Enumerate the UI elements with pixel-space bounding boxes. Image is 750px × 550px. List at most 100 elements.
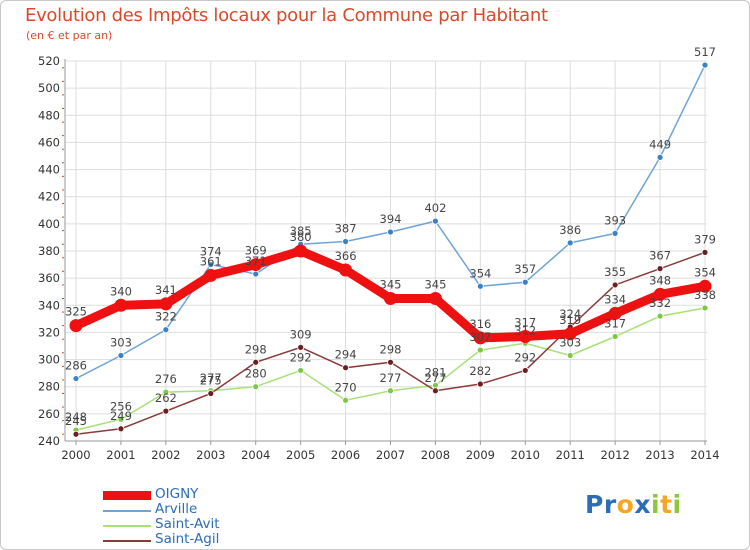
data-point-arville [611,229,619,237]
data-point-oigny [114,298,128,312]
data-label-arville: 387 [335,222,357,236]
data-label-arville: 371 [245,254,267,268]
data-label-arville: 402 [424,201,446,215]
data-label-oigny: 345 [424,278,446,292]
legend-swatch [103,510,151,512]
data-label-arville: 354 [469,266,491,280]
x-tick-label: 2005 [286,448,315,462]
legend-label: OIGNY [155,486,199,502]
data-label-layer: 286 303 322 374 371 385 387 394 402 354 357 386 393 4… [65,45,716,428]
data-label-oigny: 316 [469,317,491,331]
data-label-oigny: 348 [649,273,671,287]
data-label-saint-avit: 312 [514,323,536,337]
data-label-saint-agil: 277 [424,371,446,385]
data-label-arville: 322 [155,310,177,324]
data-point-arville [72,375,80,382]
data-point-saint-avit [162,388,170,396]
data-point-saint-avit [342,396,349,404]
data-label-oigny: 361 [200,254,222,268]
y-tick-label: 360 [38,271,60,285]
data-point-arville [207,261,215,268]
legend-label: Saint-Agil [155,531,220,547]
data-point-arville [342,238,349,245]
data-point-oigny [518,330,532,343]
data-point-saint-agil [72,430,80,438]
data-label-saint-agil: 282 [469,364,491,378]
data-label-arville: 449 [649,137,671,151]
data-label-saint-avit: 270 [335,380,357,394]
data-point-oigny [249,258,263,272]
x-tick-label: 2014 [690,448,719,462]
x-tick-label: 2007 [376,448,405,462]
x-tick-label: 2009 [466,448,495,462]
data-point-arville [476,282,484,290]
data-point-arville [432,217,439,225]
data-point-saint-agil [117,425,125,433]
data-label-saint-avit: 280 [245,367,267,381]
data-point-saint-agil [387,358,394,366]
data-point-saint-agil [521,367,529,374]
data-label-saint-agil: 262 [155,391,177,405]
data-label-saint-avit: 292 [290,350,312,364]
data-label-saint-agil: 249 [110,409,132,423]
brand-letter: x [634,490,651,519]
data-point-saint-agil [432,387,439,395]
data-point-oigny [384,292,397,305]
data-point-arville [566,239,574,247]
x-tick-label: 2002 [151,448,180,462]
data-label-saint-avit: 277 [200,371,222,385]
brand-letter: t [660,490,673,519]
legend-swatch [103,525,151,527]
data-label-saint-avit: 307 [469,330,491,344]
data-label-arville: 394 [380,212,402,226]
data-point-oigny [428,292,442,305]
x-tick-label: 2003 [196,448,225,462]
data-label-oigny: 334 [604,292,626,306]
data-label-oigny: 317 [514,316,536,330]
data-point-saint-agil [656,265,664,273]
y-tick-label: 280 [38,380,60,394]
x-tick-label: 2008 [421,448,450,462]
x-tick-label: 2010 [511,448,540,462]
legend-label: Arville [155,501,198,517]
data-point-saint-avit [611,333,619,340]
data-point-saint-agil [701,248,709,256]
x-tick-label: 2001 [106,448,135,462]
data-label-arville: 303 [110,336,132,350]
data-label-saint-avit: 277 [380,371,402,385]
y-tick-label: 340 [38,298,60,312]
data-label-oigny: 380 [290,230,312,244]
legend-swatch [103,540,151,542]
data-point-oigny [563,327,577,341]
data-point-oigny [159,297,173,311]
data-point-oigny [69,319,83,333]
data-label-oigny: 340 [110,284,132,298]
x-tick-label: 2000 [61,448,90,462]
data-label-saint-agil: 309 [290,327,312,341]
data-point-arville [656,153,664,161]
x-tick-label: 2006 [331,448,360,462]
data-label-arville: 386 [559,223,581,237]
brand-letter: o [616,490,635,519]
data-label-oigny: 366 [335,249,357,263]
data-label-arville: 357 [514,262,536,276]
chart-title: Evolution des Impôts locaux pour la Comm… [25,5,548,26]
data-label-saint-agil: 292 [514,350,536,364]
legend-label: Saint-Avit [155,516,220,532]
data-point-arville [252,270,260,278]
data-point-saint-avit [566,352,574,359]
y-tick-label: 420 [38,190,60,204]
data-point-saint-agil [476,380,484,388]
data-label-saint-agil: 367 [649,249,671,263]
data-point-arville [701,61,709,69]
data-point-saint-avit [117,415,125,423]
y-tick-label: 240 [38,434,60,448]
data-point-arville [521,278,529,286]
x-tick-label: 2012 [601,448,630,462]
x-tick-label: 2004 [241,448,270,462]
axis-layer: 240 260 280 300 320 340 360 380 400 420 440 460 480 5… [38,54,720,462]
data-label-saint-avit: 317 [604,317,626,331]
data-label-oigny: 325 [65,305,87,319]
